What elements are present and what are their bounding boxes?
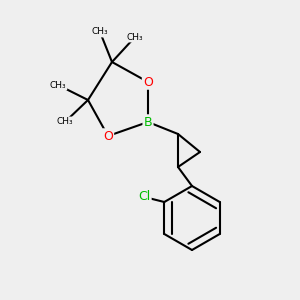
Text: CH₃: CH₃ bbox=[127, 32, 143, 41]
Text: O: O bbox=[143, 76, 153, 88]
Text: B: B bbox=[144, 116, 152, 128]
Text: O: O bbox=[103, 130, 113, 142]
Text: CH₃: CH₃ bbox=[92, 28, 108, 37]
Text: Cl: Cl bbox=[138, 190, 150, 203]
Text: CH₃: CH₃ bbox=[50, 80, 66, 89]
Text: CH₃: CH₃ bbox=[57, 118, 73, 127]
